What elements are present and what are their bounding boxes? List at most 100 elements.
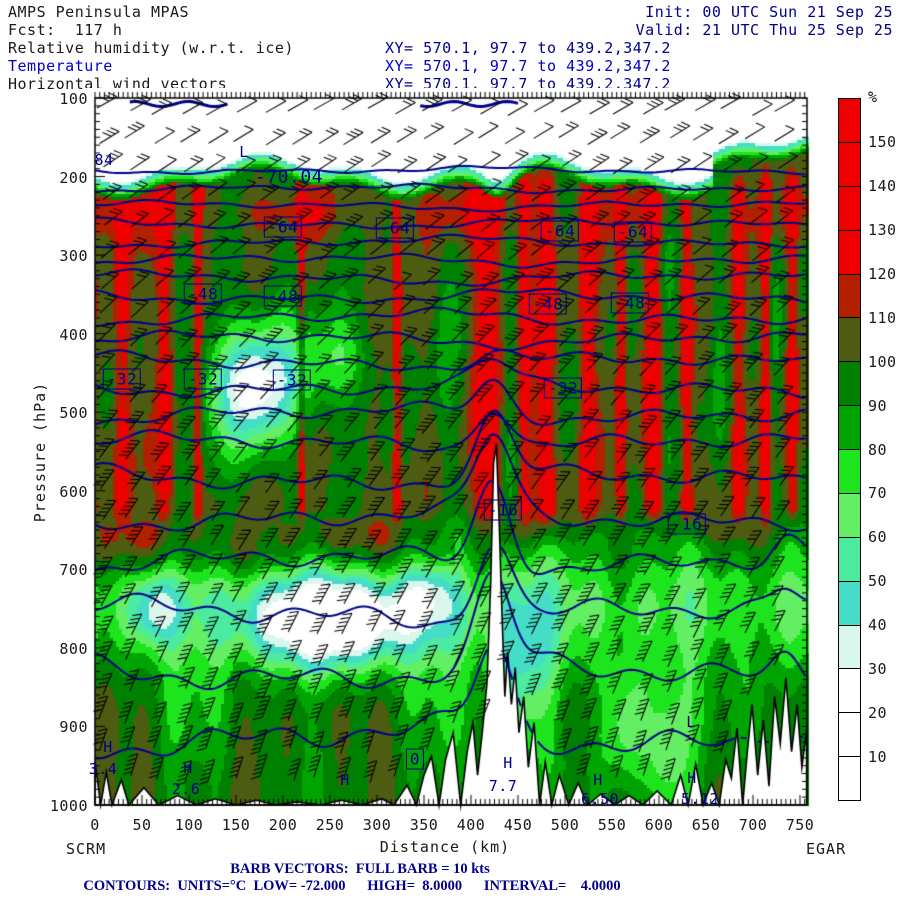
- colorbar-label-140: 140: [868, 176, 897, 195]
- y-tick-300: 300: [59, 247, 88, 266]
- x-tick-0: 0: [90, 816, 100, 834]
- x-tick-300: 300: [362, 816, 392, 834]
- field-1-label: Relative humidity (w.r.t. ice): [8, 39, 294, 57]
- x-tick-600: 600: [644, 816, 674, 834]
- annotation-text: 7.7: [488, 777, 518, 795]
- annotation-text: 6.50: [580, 790, 620, 808]
- colorbar-segment-7: [839, 406, 860, 450]
- contour-label-box: -48: [610, 292, 650, 314]
- colorbar-segment-14: [839, 713, 860, 758]
- contour-label-box: -64: [375, 217, 415, 239]
- colorbar-label-30: 30: [868, 660, 888, 679]
- init-time: Init: 00 UTC Sun 21 Sep 25: [645, 3, 893, 21]
- colorbar-label-120: 120: [868, 264, 897, 283]
- colorbar-segment-11: [839, 581, 860, 626]
- annotation-text: 84: [94, 151, 114, 169]
- x-tick-350: 350: [409, 816, 439, 834]
- field-1-xy: XY= 570.1, 97.7 to 439.2,347.2: [385, 39, 671, 57]
- contour-label-box: -64: [540, 220, 580, 242]
- annotation-text: H: [103, 738, 113, 756]
- contour-label-box: -48: [528, 293, 568, 315]
- annotation-text: 5.12: [680, 790, 720, 808]
- annotation-text: L: [686, 713, 696, 731]
- colorbar-segment-4: [839, 274, 860, 319]
- contour-label-box: -16: [667, 513, 707, 535]
- y-tick-600: 600: [59, 482, 88, 501]
- y-tick-100: 100: [59, 90, 88, 108]
- annotation-text: 3.4: [88, 760, 118, 778]
- colorbar-label-50: 50: [868, 572, 888, 591]
- x-tick-700: 700: [738, 816, 768, 834]
- x-tick-100: 100: [174, 816, 204, 834]
- barb-legend: BARB VECTORS: FULL BARB = 10 kts: [230, 861, 490, 877]
- contour-label-box: -32: [183, 368, 223, 390]
- x-tick-250: 250: [315, 816, 345, 834]
- x-tick-150: 150: [221, 816, 251, 834]
- y-tick-400: 400: [59, 325, 88, 344]
- colorbar-label-130: 130: [868, 220, 897, 239]
- x-tick-500: 500: [550, 816, 580, 834]
- contour-label-box: -48: [263, 285, 303, 307]
- valid-time: Valid: 21 UTC Thu 25 Sep 25: [635, 21, 893, 39]
- station-left: SCRM: [66, 840, 107, 858]
- colorbar-label-110: 110: [868, 308, 897, 327]
- x-tick-50: 50: [132, 816, 152, 834]
- colorbar-segment-12: [839, 625, 860, 670]
- x-tick-650: 650: [691, 816, 721, 834]
- contour-label-box: -32: [102, 368, 142, 390]
- contour-label-box: -16: [483, 499, 523, 521]
- colorbar-segment-5: [839, 318, 860, 363]
- x-tick-450: 450: [503, 816, 533, 834]
- contour-label-box: -32: [543, 377, 583, 399]
- x-tick-400: 400: [456, 816, 486, 834]
- contour-label-box: -32: [272, 369, 312, 391]
- annotation-text: H: [183, 759, 193, 777]
- colorbar-segment-15: [839, 757, 860, 800]
- cross-section-canvas: [85, 88, 825, 828]
- station-right: EGAR: [806, 840, 847, 858]
- x-tick-200: 200: [268, 816, 298, 834]
- contour-label-box: 0: [405, 748, 425, 770]
- colorbar-label-10: 10: [868, 748, 888, 767]
- contour-legend: CONTOURS: UNITS=°C LOW= -72.000 HIGH= 8.…: [83, 878, 621, 894]
- colorbar-label-20: 20: [868, 704, 888, 723]
- contour-label-box: -64: [613, 221, 653, 243]
- colorbar-label-40: 40: [868, 616, 888, 635]
- x-tick-750: 750: [785, 816, 815, 834]
- annotation-text: H: [340, 771, 350, 789]
- field-2-xy: XY= 570.1, 97.7 to 439.2,347.2: [385, 57, 671, 75]
- colorbar-label-60: 60: [868, 528, 888, 547]
- model-title: AMPS Peninsula MPAS: [8, 3, 190, 21]
- x-axis-title: Distance (km): [379, 838, 511, 856]
- colorbar-segment-6: [839, 362, 860, 407]
- y-tick-800: 800: [59, 639, 88, 658]
- colorbar-segment-10: [839, 537, 860, 582]
- forecast-hour: Fcst: 117 h: [8, 21, 123, 39]
- x-tick-550: 550: [597, 816, 627, 834]
- y-tick-900: 900: [59, 718, 88, 737]
- y-tick-700: 700: [59, 561, 88, 580]
- annotation-text: L: [239, 143, 249, 161]
- colorbar-segment-1: [839, 142, 860, 187]
- contour-label-box: -48: [183, 283, 223, 305]
- y-tick-1000: 1000: [49, 797, 88, 815]
- colorbar-label-100: 100: [868, 352, 897, 371]
- colorbar-segment-0: [839, 99, 860, 143]
- field-2-label: Temperature: [8, 57, 113, 75]
- colorbar-label-90: 90: [868, 396, 888, 415]
- colorbar-segment-3: [839, 230, 860, 275]
- y-tick-200: 200: [59, 168, 88, 187]
- colorbar-segment-9: [839, 493, 860, 538]
- colorbar-label-150: 150: [868, 132, 897, 151]
- y-axis-title: Pressure (hPa): [31, 381, 49, 523]
- colorbar: [838, 98, 861, 801]
- annotation-text: H: [593, 771, 603, 789]
- colorbar-unit: %: [868, 88, 878, 106]
- colorbar-segment-2: [839, 186, 860, 231]
- colorbar-label-70: 70: [868, 484, 888, 503]
- colorbar-label-80: 80: [868, 440, 888, 459]
- annotation-text: H: [503, 754, 513, 772]
- colorbar-segment-8: [839, 450, 860, 494]
- y-tick-500: 500: [59, 404, 88, 423]
